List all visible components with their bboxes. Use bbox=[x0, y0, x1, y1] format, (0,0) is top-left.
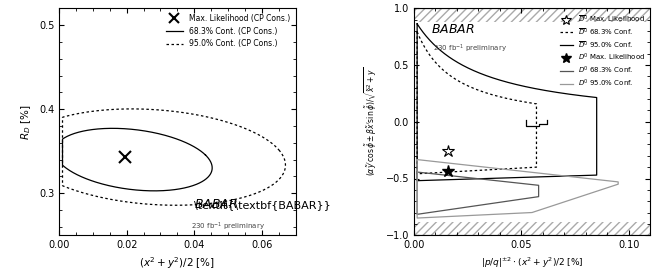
Y-axis label: $(\alpha\tilde{y}' \cos\tilde{\phi} \pm \beta\tilde{x}' \sin\tilde{\phi})/\sqrt{: $(\alpha\tilde{y}' \cos\tilde{\phi} \pm … bbox=[363, 67, 380, 176]
Text: $\mathit{BABAR}$: $\mathit{BABAR}$ bbox=[431, 23, 475, 36]
X-axis label: $(x^2 + y^2)/2$ [%]: $(x^2 + y^2)/2$ [%] bbox=[139, 256, 215, 271]
Text: $\mathit{BABAR}$: $\mathit{BABAR}$ bbox=[194, 198, 238, 211]
Y-axis label: $R_D$ [%]: $R_D$ [%] bbox=[20, 104, 34, 139]
Legend: Max. Likelihood (CP Cons.), 68.3% Cont. (CP Cons.), 95.0% Cont. (CP Cons.): Max. Likelihood (CP Cons.), 68.3% Cont. … bbox=[163, 11, 293, 52]
Legend: $\overline{D}^0$ Max. Likelihood, $\overline{D}^0$ 68.3% Conf., $\overline{D}^0$: $\overline{D}^0$ Max. Likelihood, $\over… bbox=[557, 11, 648, 92]
X-axis label: $|p/q|^{\pm 2} \cdot (x^2 + y^2)/2$ [%]: $|p/q|^{\pm 2} \cdot (x^2 + y^2)/2$ [%] bbox=[481, 256, 583, 270]
Text: 230 fb$^{-1}$ preliminary: 230 fb$^{-1}$ preliminary bbox=[433, 43, 507, 55]
Text: \textit{\textbf{BABAR}}: \textit{\textbf{BABAR}} bbox=[194, 200, 331, 210]
Text: 230 fb$^{-1}$ preliminary: 230 fb$^{-1}$ preliminary bbox=[191, 221, 265, 233]
